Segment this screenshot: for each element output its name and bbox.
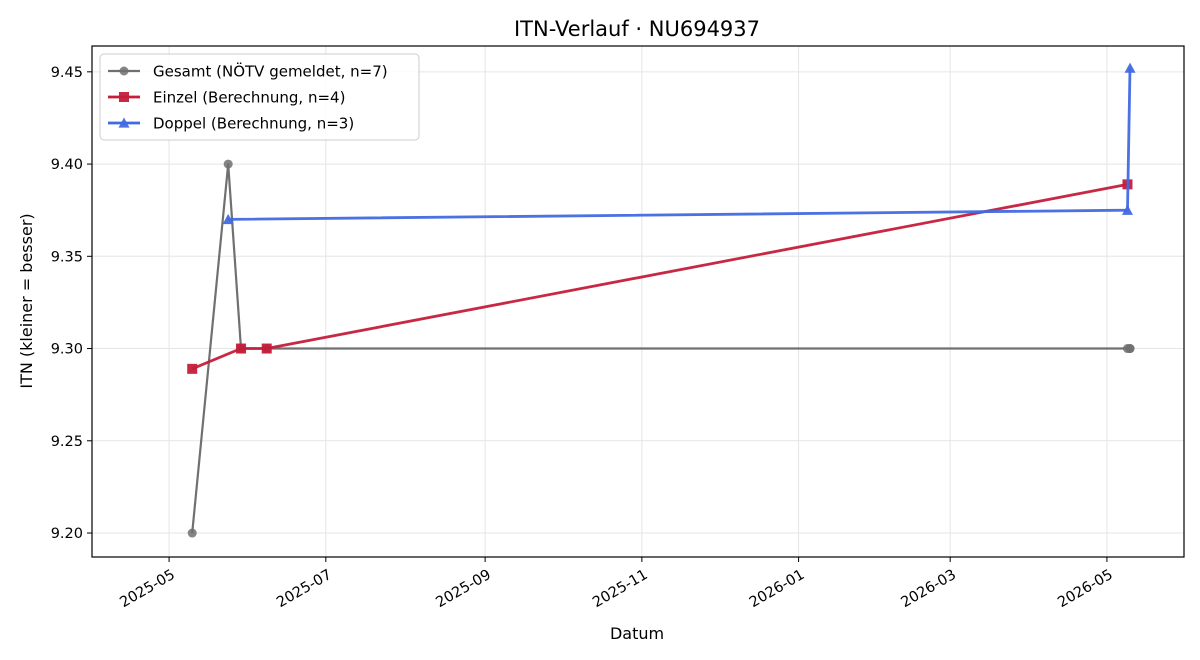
data-point (261, 343, 272, 354)
legend: Gesamt (NÖTV gemeldet, n=7) Einzel (Berec… (99, 53, 420, 141)
chart-title: ITN-Verlauf · NU694937 (514, 17, 760, 41)
legend-swatch-marker (118, 117, 130, 128)
y-axis-label: ITN (kleiner = besser) (17, 213, 36, 388)
series-line (191, 183, 1128, 371)
plot-frame (91, 45, 1185, 558)
series-layer (187, 62, 1136, 538)
data-point (222, 213, 234, 225)
y-tick-label: 9.35 (51, 249, 83, 265)
series-2 (222, 62, 1136, 225)
data-point (1125, 344, 1135, 354)
legend-label: Gesamt (NÖTV gemeldet, n=7) (153, 62, 388, 81)
y-tick-label: 9.40 (51, 157, 83, 173)
data-point (1124, 62, 1136, 73)
data-point (187, 363, 198, 374)
legend-label: Doppel (Berechnung, n=3) (153, 115, 354, 133)
data-point (223, 159, 233, 169)
data-point (236, 343, 247, 354)
y-tick-label: 9.45 (51, 65, 83, 81)
data-point (1121, 204, 1133, 215)
y-tick-label: 9.30 (51, 342, 83, 358)
legend-box (99, 53, 420, 141)
x-axis-label: Datum (610, 624, 664, 643)
legend-swatch-marker (119, 66, 129, 76)
data-point (187, 528, 197, 538)
y-tick-label: 9.20 (51, 526, 83, 542)
legend-label: Einzel (Berechnung, n=4) (153, 89, 345, 107)
y-tick-label: 9.25 (51, 434, 83, 450)
legend-swatch-marker (119, 92, 129, 102)
